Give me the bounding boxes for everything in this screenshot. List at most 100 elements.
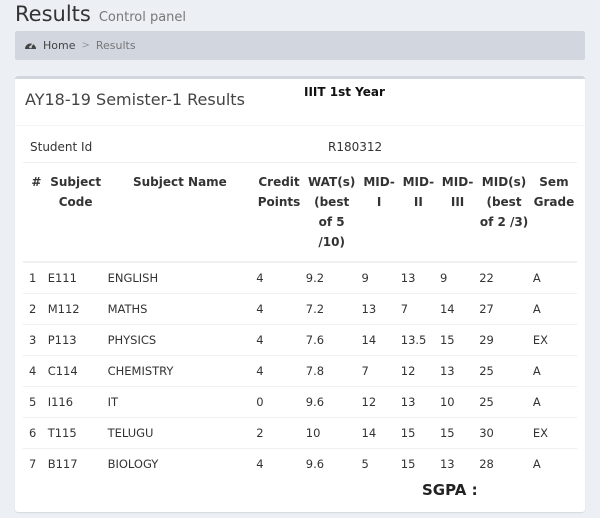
dashboard-icon (24, 39, 37, 52)
cell-credit-points: 4 (254, 261, 304, 293)
cell-subject-code: B117 (45, 447, 106, 479)
breadcrumb-current: Results (95, 39, 136, 52)
cell-num: 6 (23, 416, 46, 448)
column-header-subject-name: Subject Name (105, 165, 255, 263)
table-header-row: # Subject Code Subject Name Credit Point… (23, 165, 577, 263)
cell-mids: 29 (477, 323, 531, 355)
cell-wat: 9.6 (303, 385, 360, 417)
column-header-mid-2: MID- II (398, 165, 438, 263)
cell-subject-name: TELUGU (105, 416, 255, 448)
cell-wat: 7.8 (303, 354, 360, 386)
cell-mid-3: 13 (437, 354, 478, 386)
column-header-credit-points: Credit Points (254, 165, 304, 263)
column-header-num: # (23, 165, 46, 263)
results-box: AY18-19 Semister-1 Results IIIT 1st Year… (15, 76, 585, 512)
cell-mid-2: 12 (398, 354, 438, 386)
cell-mid-2: 7 (398, 292, 438, 324)
table-row: 1 E111 ENGLISH 4 9.2 9 13 9 22 A (23, 261, 577, 293)
cell-subject-code: C114 (45, 354, 106, 386)
results-table: # Subject Code Subject Name Credit Point… (23, 165, 577, 479)
content-header: Results Control panel (15, 2, 186, 26)
table-row: 3 P113 PHYSICS 4 7.6 14 13.5 15 29 EX (23, 323, 577, 355)
year-badge: IIIT 1st Year (304, 85, 385, 99)
column-header-wat: WAT(s) (best of 5 /10) (303, 165, 360, 263)
cell-sem-grade: A (530, 354, 577, 386)
cell-mid-1: 14 (359, 323, 399, 355)
cell-subject-name: MATHS (105, 292, 255, 324)
cell-mid-3: 14 (437, 292, 478, 324)
column-header-sem-grade: Sem Grade (530, 165, 577, 263)
column-header-subject-code: Subject Code (45, 165, 106, 263)
cell-mid-3: 15 (437, 323, 478, 355)
cell-mids: 25 (477, 385, 531, 417)
cell-mid-1: 9 (359, 261, 399, 293)
cell-num: 7 (23, 447, 46, 479)
cell-mid-3: 13 (437, 447, 478, 479)
cell-num: 1 (23, 261, 46, 293)
cell-num: 5 (23, 385, 46, 417)
table-row: 6 T115 TELUGU 2 10 14 15 15 30 EX (23, 416, 577, 448)
cell-subject-name: CHEMISTRY (105, 354, 255, 386)
cell-subject-code: I116 (45, 385, 106, 417)
student-id-row: Student Id R180312 (23, 134, 577, 163)
cell-subject-code: P113 (45, 323, 106, 355)
cell-mids: 22 (477, 261, 531, 293)
cell-mid-1: 12 (359, 385, 399, 417)
page-subtitle: Control panel (98, 10, 187, 25)
cell-mids: 25 (477, 354, 531, 386)
cell-wat: 7.2 (303, 292, 360, 324)
cell-mid-2: 13.5 (398, 323, 438, 355)
cell-subject-name: IT (105, 385, 255, 417)
table-row: 5 I116 IT 0 9.6 12 13 10 25 A (23, 385, 577, 417)
cell-credit-points: 4 (254, 354, 304, 386)
cell-mid-3: 9 (437, 261, 478, 293)
cell-subject-name: BIOLOGY (105, 447, 255, 479)
breadcrumb-separator: > (81, 40, 90, 51)
cell-wat: 7.6 (303, 323, 360, 355)
cell-subject-name: ENGLISH (105, 261, 255, 293)
cell-mid-1: 5 (359, 447, 399, 479)
cell-subject-code: M112 (45, 292, 106, 324)
student-id-value: R180312 (328, 140, 383, 154)
table-row: 7 B117 BIOLOGY 4 9.6 5 15 13 28 A (23, 447, 577, 479)
cell-mids: 30 (477, 416, 531, 448)
cell-mid-1: 14 (359, 416, 399, 448)
cell-sem-grade: EX (530, 416, 577, 448)
cell-subject-name: PHYSICS (105, 323, 255, 355)
cell-num: 3 (23, 323, 46, 355)
column-header-mid-1: MID- I (359, 165, 399, 263)
cell-mid-3: 10 (437, 385, 478, 417)
cell-mid-2: 15 (398, 447, 438, 479)
cell-mids: 28 (477, 447, 531, 479)
cell-mids: 27 (477, 292, 531, 324)
column-header-mids: MID(s) (best of 2 /3) (477, 165, 531, 263)
breadcrumb-home-link[interactable]: Home (43, 39, 76, 52)
cell-wat: 9.2 (303, 261, 360, 293)
cell-credit-points: 0 (254, 385, 304, 417)
cell-mid-2: 15 (398, 416, 438, 448)
page-title: Results (15, 2, 91, 26)
cell-num: 4 (23, 354, 46, 386)
cell-subject-code: T115 (45, 416, 106, 448)
table-row: 4 C114 CHEMISTRY 4 7.8 7 12 13 25 A (23, 354, 577, 386)
cell-mid-1: 7 (359, 354, 399, 386)
cell-sem-grade: A (530, 447, 577, 479)
cell-sem-grade: A (530, 261, 577, 293)
cell-num: 2 (23, 292, 46, 324)
cell-sem-grade: A (530, 385, 577, 417)
cell-credit-points: 4 (254, 323, 304, 355)
sgpa-label: SGPA : (422, 481, 478, 499)
cell-sem-grade: A (530, 292, 577, 324)
student-id-label: Student Id (30, 140, 93, 154)
cell-wat: 10 (303, 416, 360, 448)
cell-credit-points: 4 (254, 292, 304, 324)
box-divider (15, 125, 585, 126)
cell-subject-code: E111 (45, 261, 106, 293)
cell-sem-grade: EX (530, 323, 577, 355)
table-row: 2 M112 MATHS 4 7.2 13 7 14 27 A (23, 292, 577, 324)
cell-credit-points: 2 (254, 416, 304, 448)
cell-mid-3: 15 (437, 416, 478, 448)
cell-mid-2: 13 (398, 385, 438, 417)
cell-credit-points: 4 (254, 447, 304, 479)
box-title: AY18-19 Semister-1 Results (25, 90, 245, 109)
